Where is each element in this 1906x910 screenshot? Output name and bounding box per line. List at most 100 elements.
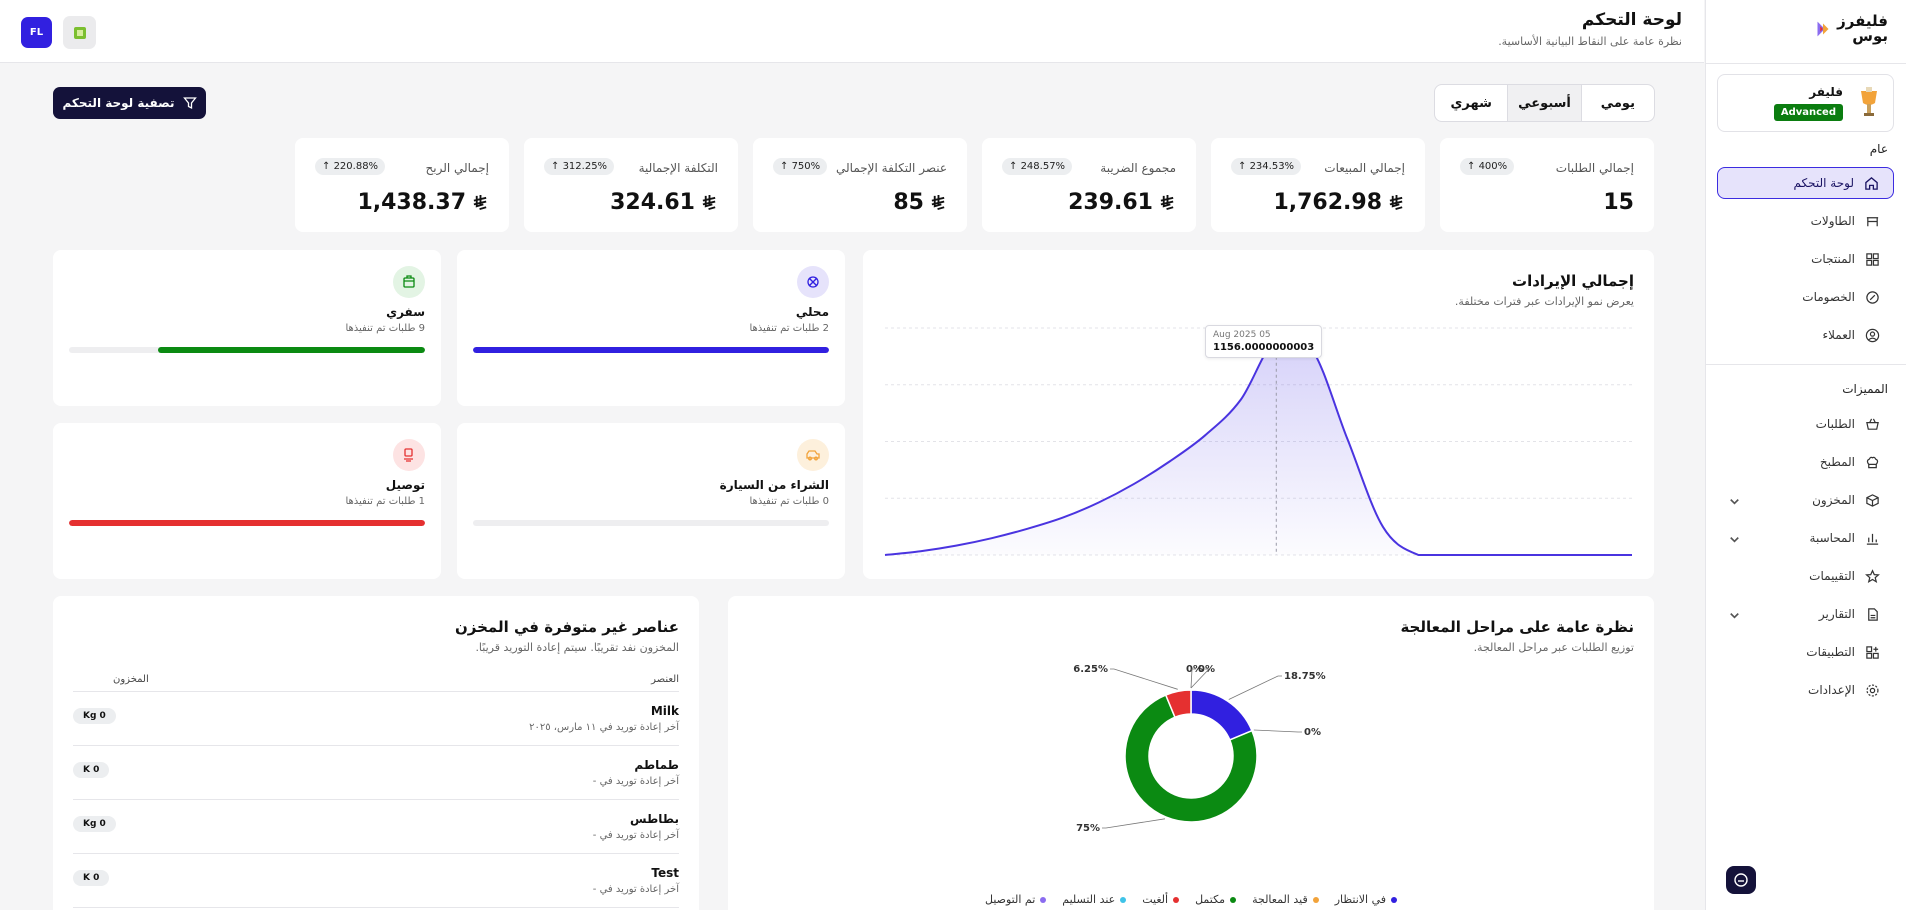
order-type-progress [69, 520, 425, 526]
table-row[interactable]: Test آخر إعادة توريد في - K 0 [73, 854, 679, 908]
revenue-point[interactable] [1381, 525, 1385, 529]
sidebar-item-reports[interactable]: التقارير [1717, 598, 1894, 630]
sidebar-item-label: المطبخ [1819, 455, 1855, 469]
table-row[interactable]: طماطم آخر إعادة توريد في - K 0 [73, 746, 679, 800]
sidebar-item-customers[interactable]: العملاء [1717, 319, 1894, 351]
revenue-point[interactable] [1025, 527, 1029, 531]
sidebar-item-settings[interactable]: الإعدادات [1717, 674, 1894, 706]
revenue-point[interactable] [990, 536, 994, 540]
legend-dot [1230, 897, 1237, 903]
donut-leader-line [1110, 668, 1178, 690]
revenue-point[interactable] [1523, 553, 1527, 557]
basket-icon [1866, 418, 1879, 430]
tab-daily[interactable]: يومي [1600, 95, 1635, 111]
stat-value: 239.61 [1068, 190, 1176, 215]
avatar[interactable]: FL [21, 17, 52, 48]
revenue-point[interactable] [1594, 553, 1598, 557]
tab-weekly[interactable]: أسبوعي [1507, 85, 1582, 121]
stat-card: عنصر التكلفة الإجمالي ↑ 750% 85 [753, 138, 967, 232]
order-type-icon-wrap [797, 439, 829, 471]
sidebar-item-label: الطلبات [1815, 417, 1855, 431]
brand-name: فليفرز بوس [1837, 12, 1888, 45]
order-type-count: 2 طلبات تم تنفيذها [749, 323, 829, 334]
sidebar-item-tables[interactable]: الطاولات [1717, 205, 1894, 237]
settings-icon [1866, 683, 1879, 697]
revenue-point[interactable] [1239, 398, 1243, 402]
stat-change-badge: ↑ 220.88% [315, 158, 386, 175]
order-type-card: محلي 2 طلبات تم تنفيذها [457, 250, 845, 406]
donut-slice[interactable] [1164, 689, 1192, 719]
sidebar-item-reviews[interactable]: التقييمات [1717, 560, 1894, 592]
divider [1706, 63, 1906, 64]
donut-slice[interactable] [1190, 689, 1253, 741]
sidebar-item-inventory[interactable]: المخزون [1717, 484, 1894, 516]
revenue-point[interactable] [1061, 516, 1065, 520]
sidebar-item-dashboard[interactable]: لوحة التحكم [1717, 167, 1894, 199]
revenue-point[interactable] [919, 549, 923, 553]
chat-button[interactable] [1726, 866, 1756, 894]
stat-label: التكلفة الإجمالية [638, 161, 718, 175]
revenue-point[interactable] [1096, 501, 1100, 505]
sidebar-item-label: الطاولات [1810, 214, 1855, 228]
stat-number: 1,438.37 [357, 190, 466, 215]
legend-label: مكتمل [1195, 893, 1226, 906]
stages-donut-chart[interactable]: 18.75%0%75%6.25% 0%0% [728, 656, 1654, 910]
legend-item: عند التسليم [1062, 893, 1127, 906]
revenue-point[interactable] [1630, 553, 1634, 557]
stat-number: 1,762.98 [1273, 190, 1382, 215]
col-stock: المخزون [113, 674, 149, 685]
stock-item-name: Test [651, 866, 679, 880]
sidebar-item-label: المحاسبة [1809, 531, 1855, 545]
sidebar-item-discounts[interactable]: الخصومات [1717, 281, 1894, 313]
table-row[interactable]: بطاطس آخر إعادة توريد في - Kg 0 [73, 800, 679, 854]
donut-slice[interactable] [1124, 694, 1258, 823]
stat-change: 750% [791, 161, 821, 172]
stock-subtitle: المخزون نفد تقريبًا. سيتم إعادة التوريد … [475, 641, 679, 654]
donut-label: 18.75% [1284, 671, 1326, 682]
revenue-point[interactable] [954, 544, 958, 548]
sidebar-item-accounting[interactable]: المحاسبة [1717, 522, 1894, 554]
revenue-chart[interactable] [863, 250, 1654, 579]
nav-section-general: عام [1869, 142, 1888, 156]
stock-table-header: العنصر المخزون [73, 668, 679, 692]
divider [1706, 364, 1906, 365]
arrow-up-icon: ↑ [1467, 161, 1479, 172]
order-type-name: سفري [386, 305, 425, 319]
legend-dot [1391, 897, 1398, 903]
plan-name: فليفر [1809, 85, 1843, 99]
filter-dashboard-button[interactable]: تصفية لوحة التحكم [53, 87, 206, 119]
table-row[interactable]: Milk آخر إعادة توريد في ١١ مارس، ٢٠٢٥ Kg 0 [73, 692, 679, 746]
revenue-point[interactable] [1417, 553, 1421, 557]
sidebar-item-orders[interactable]: الطلبات [1717, 408, 1894, 440]
chevron-down-icon[interactable] [1727, 608, 1742, 623]
sidebar-item-products[interactable]: المنتجات [1717, 243, 1894, 275]
stages-legend: في الانتظار قيد المعالجة مكتمل ألغيت عند الت… [728, 893, 1654, 906]
chevron-down-icon[interactable] [1727, 494, 1742, 509]
sidebar-item-kitchen[interactable]: المطبخ [1717, 446, 1894, 478]
brand[interactable]: فليفرز بوس [1812, 14, 1888, 44]
revenue-point[interactable] [1452, 553, 1456, 557]
order-type-count: 0 طلبات تم تنفيذها [749, 496, 829, 507]
store-button[interactable] [63, 16, 96, 49]
stock-item-restock: آخر إعادة توريد في - [592, 884, 679, 895]
chat-icon [1734, 873, 1748, 887]
revenue-point[interactable] [1203, 433, 1207, 437]
order-type-name: توصيل [385, 478, 425, 492]
plan-card[interactable]: فليفر Advanced [1717, 74, 1894, 132]
sidebar-item-apps[interactable]: التطبيقات [1717, 636, 1894, 668]
box-icon [1866, 493, 1879, 507]
stages-subtitle: توزيع الطلبات عبر مراحل المعالجة. [1473, 641, 1634, 654]
chevron-down-icon[interactable] [1727, 532, 1742, 547]
stat-change: 400% [1478, 161, 1508, 172]
revenue-point[interactable] [1168, 459, 1172, 463]
revenue-point[interactable] [1559, 553, 1563, 557]
order-type-progress [473, 347, 829, 353]
revenue-point[interactable] [1345, 437, 1349, 441]
legend-label: في الانتظار [1334, 893, 1387, 906]
order-type-icon-wrap [797, 266, 829, 298]
revenue-point[interactable] [1488, 553, 1492, 557]
revenue-point[interactable] [883, 553, 887, 557]
tab-monthly[interactable]: شهري [1450, 95, 1492, 111]
stat-number: 85 [893, 190, 924, 215]
revenue-point[interactable] [1132, 482, 1136, 486]
